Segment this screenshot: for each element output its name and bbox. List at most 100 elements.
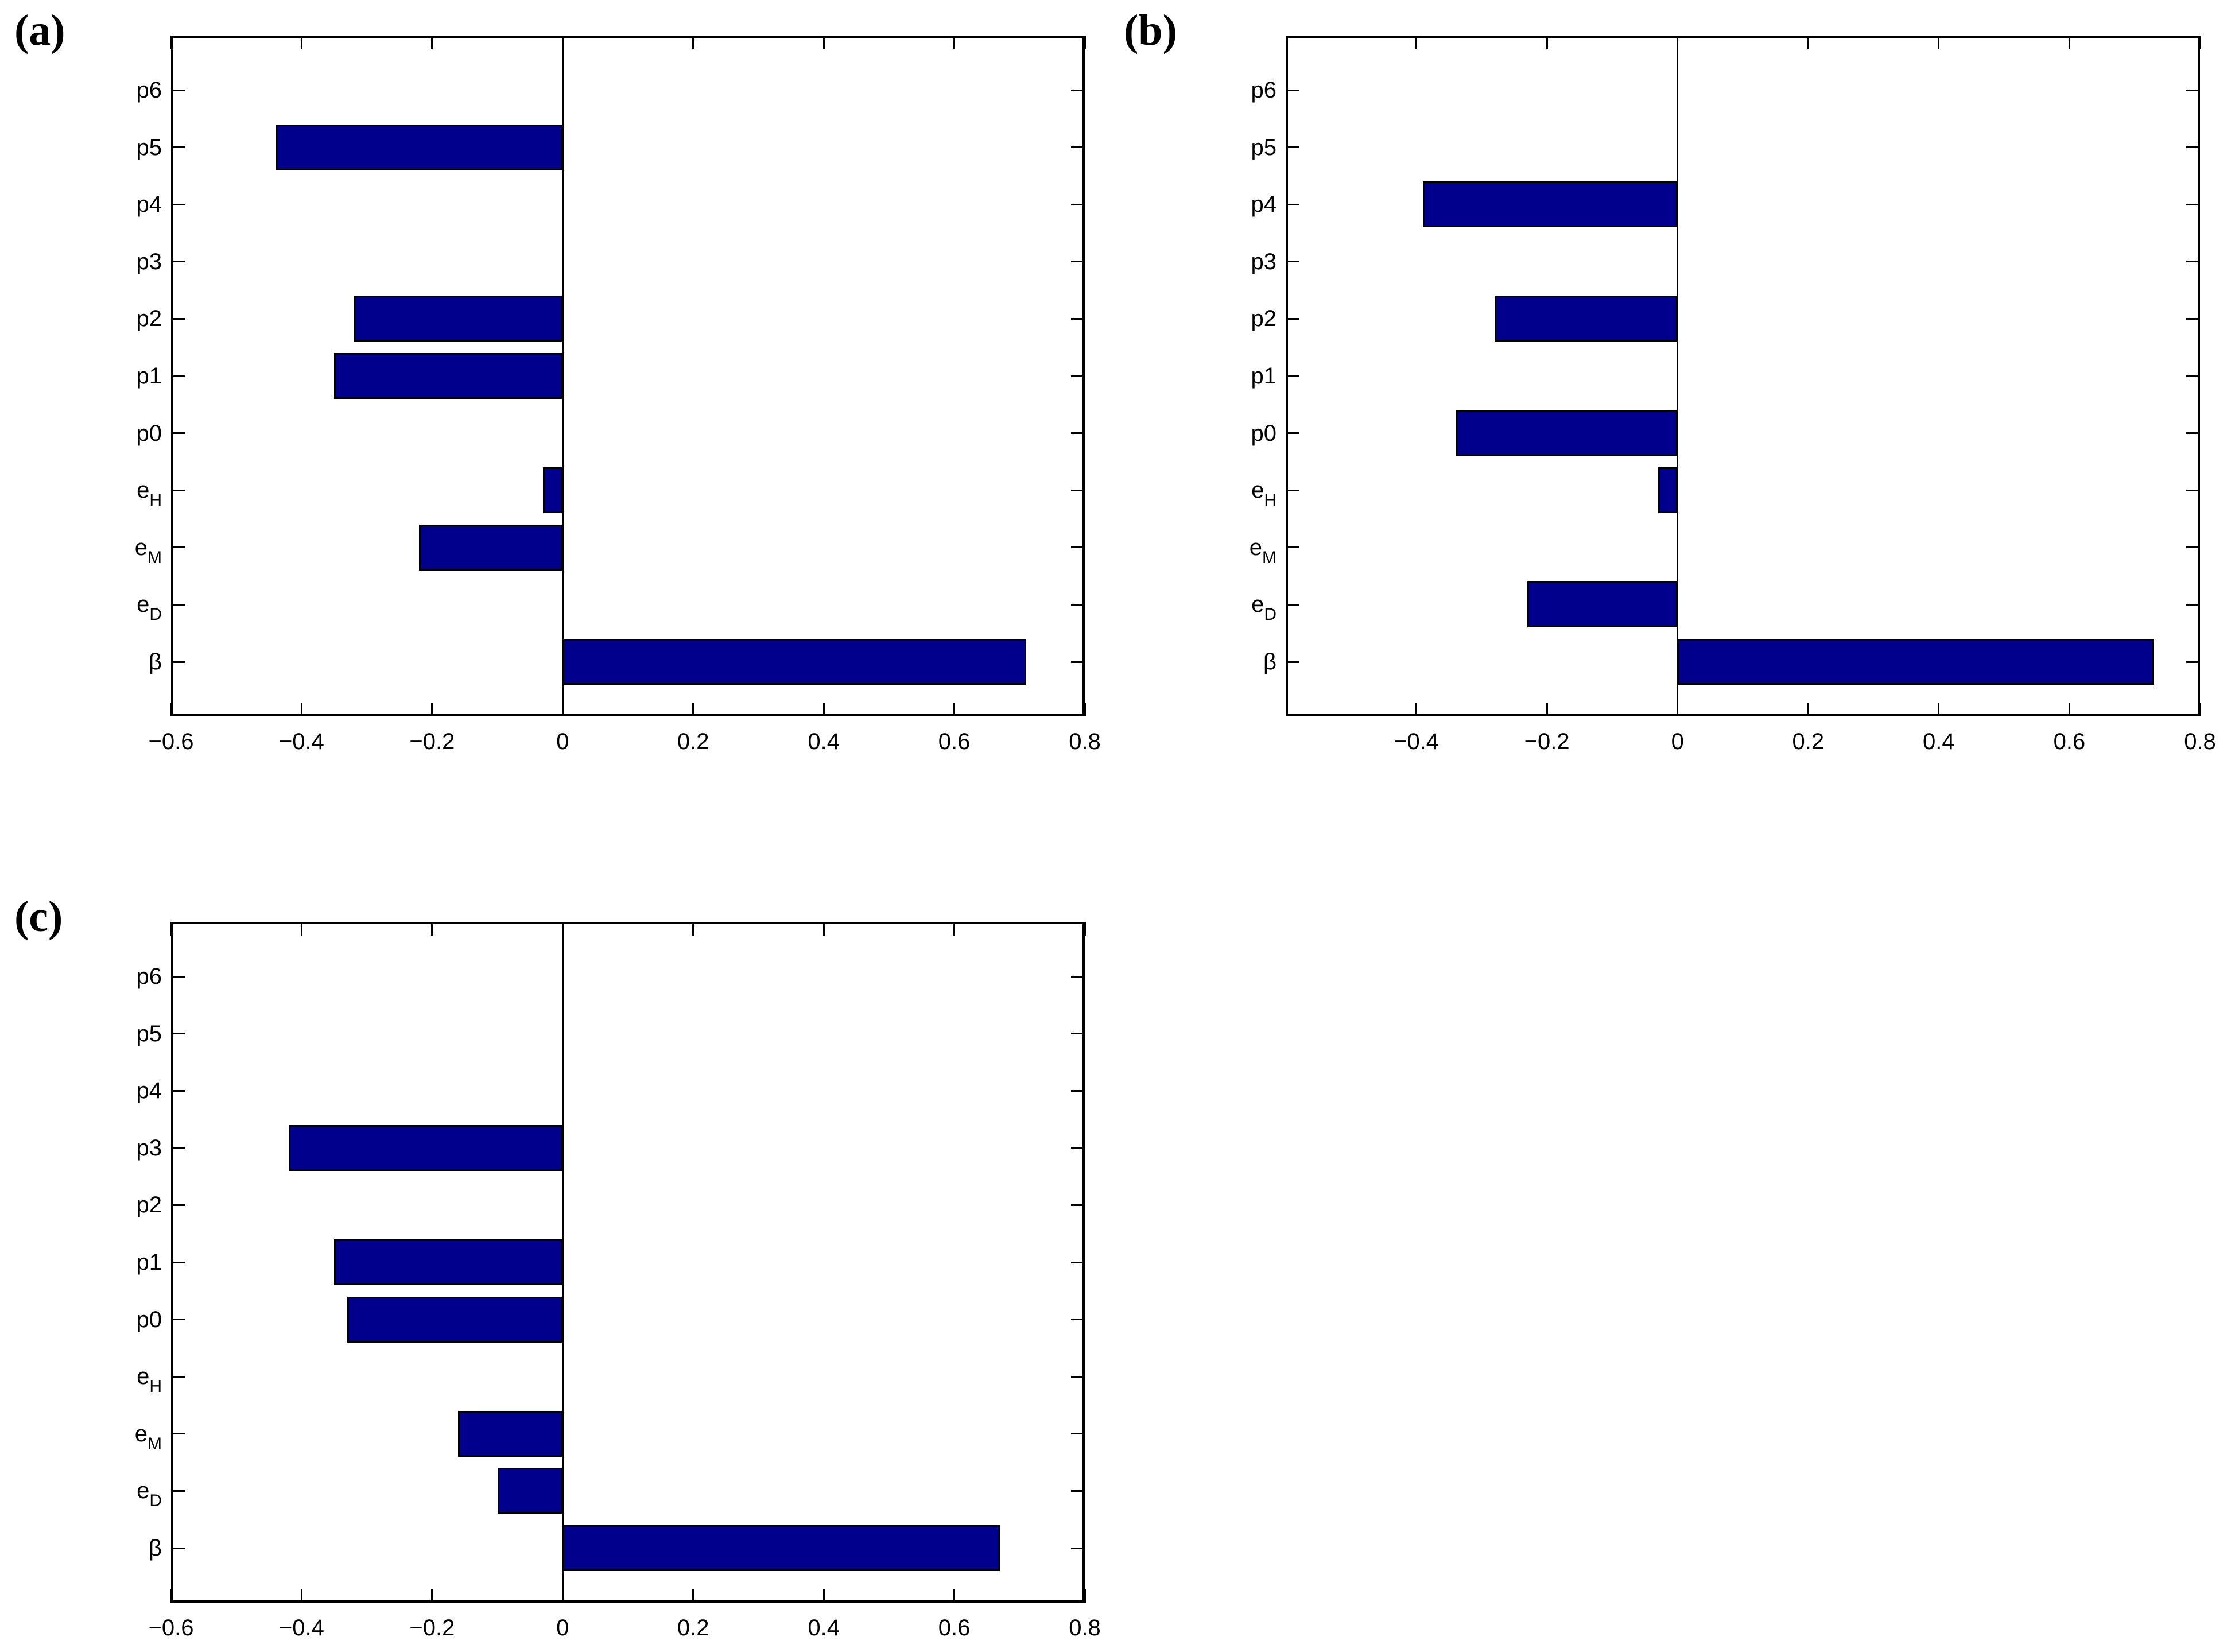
y-axis-tick-right [2186,261,2200,263]
x-axis-tick-top [1546,36,1548,49]
y-category-label-p5: p5 [1251,134,1277,160]
bar-p2 [354,296,563,342]
x-axis-tick-top [431,36,433,49]
y-axis-tick [1286,317,1299,320]
x-tick-label: −0.4 [278,729,324,754]
y-axis-tick [1286,603,1299,606]
y-axis-tick-right [1071,1433,1085,1435]
zero-baseline [1677,36,1679,716]
panel-b-label: (b) [1124,6,1177,55]
x-axis-tick-top [1084,922,1086,936]
y-axis-tick-right [1071,1204,1085,1206]
x-axis-tick [1546,703,1548,716]
y-axis-tick [171,1433,185,1435]
y-axis-tick-right [2186,146,2200,149]
bar-p0 [1455,410,1678,456]
panel-a-plot-area: −0.6 −0.4 −0.2 0 0.2 0.4 0.6 0.8 p6 p5 p4 p3 p2 p1 p0 e… [135,36,1101,754]
y-category-label-e_M: eM [134,1421,162,1453]
x-tick-label: −0.6 [148,1615,194,1641]
y-axis-tick [171,603,185,606]
bar-beta [562,1525,1000,1571]
x-axis-tick-top [431,922,433,936]
bar-e_M [458,1410,563,1457]
panel-b-plot-area: −0.4 −0.2 0 0.2 0.4 0.6 0.8 p6 p5 p4 p3 p2 p1 p0 eH eM e… [1250,36,2216,754]
y-category-label-beta: β [1263,649,1276,674]
x-axis-tick [953,703,956,716]
plot-border-bottom [171,1600,1085,1603]
bar-beta [562,639,1026,685]
y-axis-tick-right [1071,489,1085,491]
bar-e_M [419,524,563,571]
y-axis-tick [171,1490,185,1492]
x-axis-tick [822,703,825,716]
y-category-label-p6: p6 [1251,77,1277,103]
x-axis-tick [1084,1589,1086,1603]
bar-p1 [334,1239,563,1285]
zero-baseline [561,922,564,1603]
plot-border-top [1286,36,2200,38]
y-axis-tick-right [1071,1490,1085,1492]
y-category-label-p3: p3 [136,249,162,274]
y-axis-tick-right [2186,489,2200,491]
bar-p0 [347,1296,563,1343]
y-category-label-p6: p6 [136,964,162,989]
x-axis-tick [431,1589,433,1603]
bar-p2 [1495,296,1678,342]
x-tick-label: 0.2 [1792,729,1825,754]
y-category-label-e_D: eD [137,1478,162,1511]
y-axis-tick [1286,146,1299,149]
x-tick-label: −0.2 [409,729,455,754]
y-category-label-p0: p0 [136,1306,162,1332]
plot-border-bottom [171,714,1085,716]
x-axis-tick [170,1589,172,1603]
bar-p1 [334,353,563,399]
y-axis-tick [171,1375,185,1378]
x-tick-label: −0.6 [148,729,194,754]
y-axis-tick [171,1089,185,1092]
y-axis-tick [171,489,185,491]
plot-border-top [171,922,1085,924]
y-category-label-e_D: eD [1251,592,1276,625]
x-axis-tick-top [822,922,825,936]
y-axis-tick [171,317,185,320]
y-category-label-p4: p4 [136,1078,162,1104]
y-axis-tick-right [1071,203,1085,205]
bar-p5 [275,124,563,170]
x-axis-tick-top [170,36,172,49]
y-axis-tick-right [1071,89,1085,91]
x-tick-label: 0.4 [808,729,840,754]
y-category-label-e_H: eH [137,1364,162,1397]
y-axis-tick-right [1071,1089,1085,1092]
y-axis-tick-right [2186,203,2200,205]
y-axis-tick [1286,375,1299,377]
y-axis-tick-right [1071,1547,1085,1549]
x-axis-tick [170,703,172,716]
y-axis-tick [171,1261,185,1263]
x-axis-tick [2199,703,2201,716]
x-axis-tick-top [1677,36,1679,49]
y-category-label-p1: p1 [1251,363,1277,389]
x-tick-label: 0.6 [938,1615,971,1641]
plot-border-top [171,36,1085,38]
x-tick-label: 0.8 [2184,729,2216,754]
x-axis-tick [953,1589,956,1603]
y-axis-tick [1286,661,1299,663]
y-axis-tick-right [1071,603,1085,606]
y-category-label-p0: p0 [136,420,162,446]
panel-a-label: (a) [14,6,65,55]
bar-beta [1677,639,2155,685]
y-axis-tick-right [1071,1319,1085,1321]
y-category-label-beta: β [148,649,162,674]
x-tick-label: 0.4 [1923,729,1955,754]
y-axis-tick [171,1204,185,1206]
y-axis-tick [171,1033,185,1035]
x-axis-tick-top [1084,36,1086,49]
x-axis-tick-top [1807,36,1809,49]
y-category-label-p4: p4 [1251,192,1277,218]
x-axis-tick [431,703,433,716]
x-axis-tick-top [1415,36,1418,49]
x-tick-label: 0.8 [1069,729,1101,754]
x-tick-label: −0.2 [409,1615,455,1641]
bar-e_H [543,467,563,514]
x-tick-label: 0 [556,729,569,754]
